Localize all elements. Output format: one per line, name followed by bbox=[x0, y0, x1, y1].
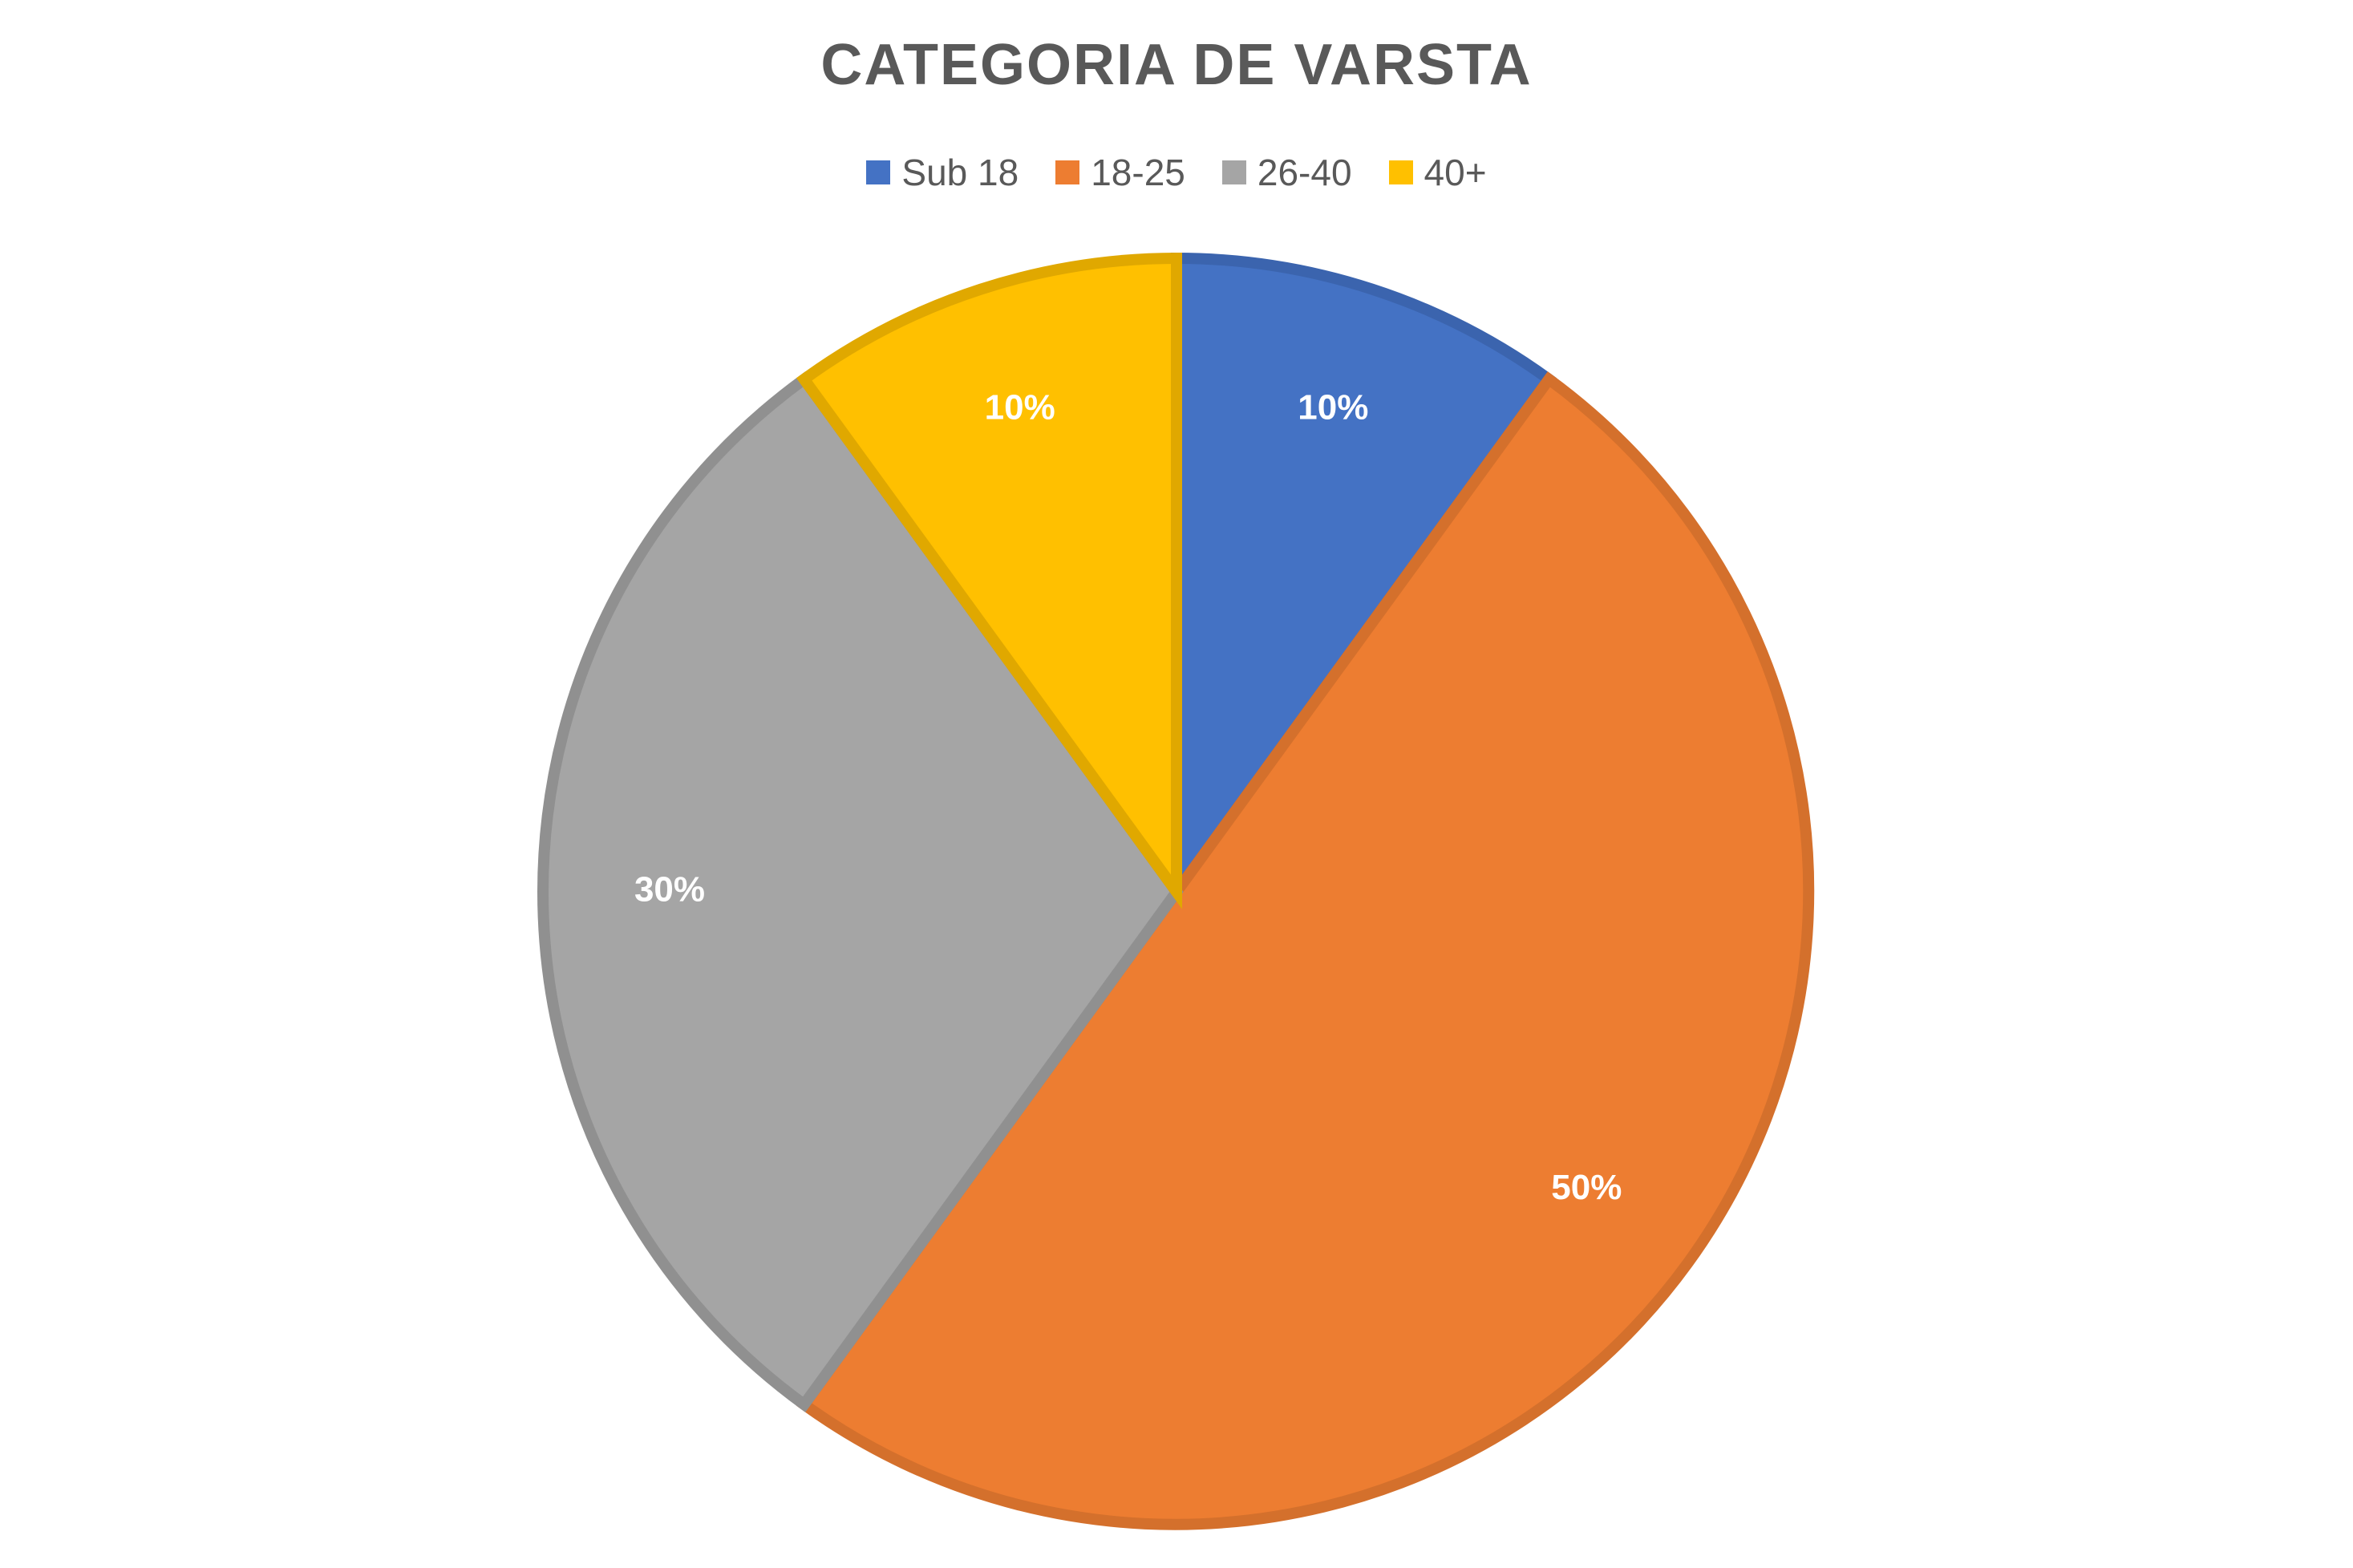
legend-label-40-plus: 40+ bbox=[1424, 152, 1487, 193]
legend-item-40-plus: 40+ bbox=[1388, 151, 1487, 194]
data-label-sub-18: 10% bbox=[1298, 388, 1368, 427]
data-label-26-40: 30% bbox=[634, 870, 705, 910]
legend-swatch-18-25 bbox=[1055, 160, 1080, 184]
legend-label-26-40: 26-40 bbox=[1257, 152, 1352, 193]
legend-swatch-sub-18 bbox=[866, 160, 891, 184]
legend-swatch-26-40 bbox=[1221, 160, 1246, 184]
data-label-40-plus: 10% bbox=[985, 388, 1055, 427]
legend-swatch-40-plus bbox=[1388, 160, 1413, 184]
pie-slice-26-40 bbox=[537, 371, 1184, 1412]
legend-item-18-25: 18-25 bbox=[1055, 151, 1185, 194]
legend: Sub 18 18-25 26-40 40+ bbox=[0, 151, 2353, 194]
legend-item-26-40: 26-40 bbox=[1221, 151, 1352, 194]
chart-title: CATEGORIA DE VARSTA bbox=[820, 33, 1533, 97]
legend-item-sub-18: Sub 18 bbox=[866, 151, 1019, 194]
pie-slice-sub-18 bbox=[1171, 252, 1557, 910]
legend-label-sub-18: Sub 18 bbox=[901, 152, 1019, 193]
legend-label-18-25: 18-25 bbox=[1091, 152, 1185, 193]
pie-slice-40-plus bbox=[796, 252, 1182, 910]
pie-slice-18-25 bbox=[796, 371, 1815, 1530]
data-label-18-25: 50% bbox=[1551, 1168, 1622, 1207]
